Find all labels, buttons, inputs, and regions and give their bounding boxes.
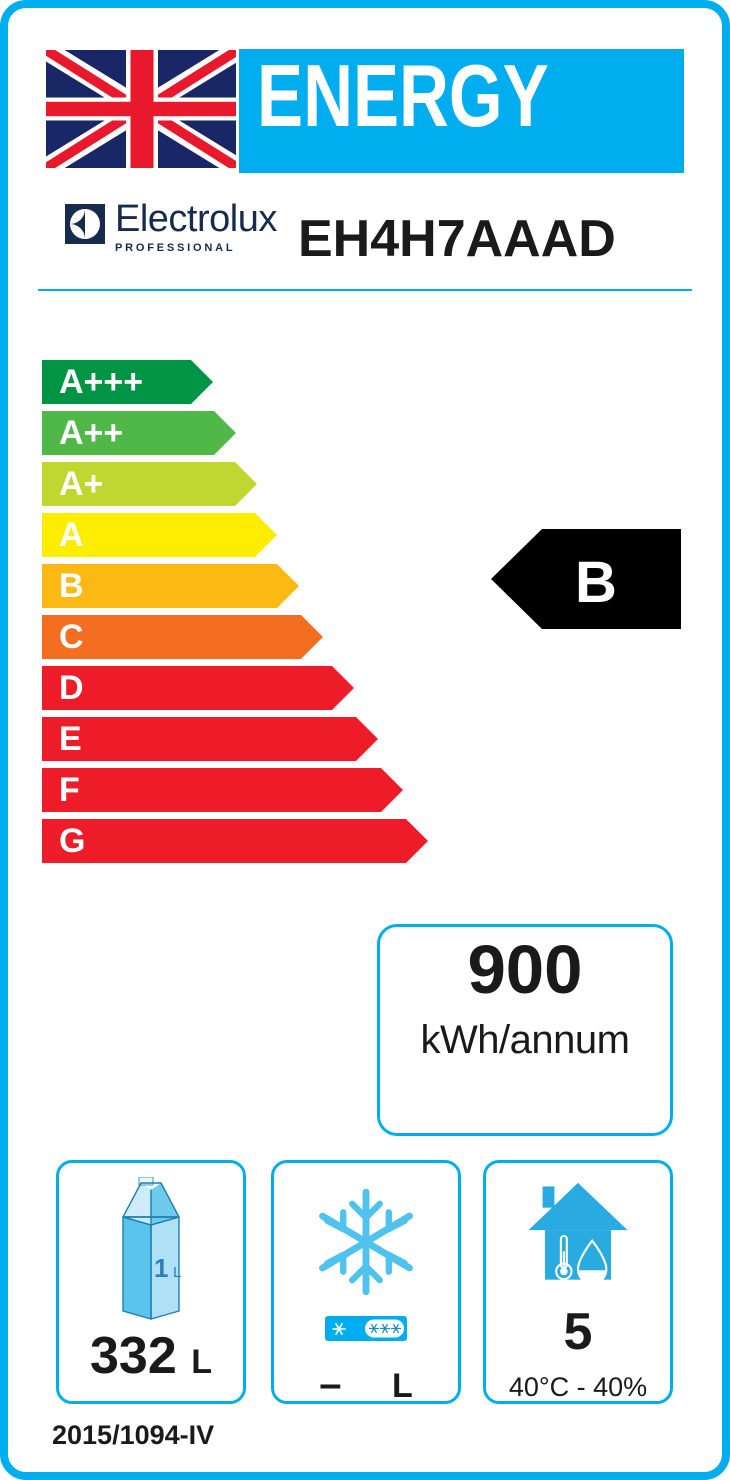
svg-text:B: B [575, 550, 617, 615]
svg-text:L: L [173, 1264, 181, 1281]
svg-text:1: 1 [154, 1253, 168, 1283]
